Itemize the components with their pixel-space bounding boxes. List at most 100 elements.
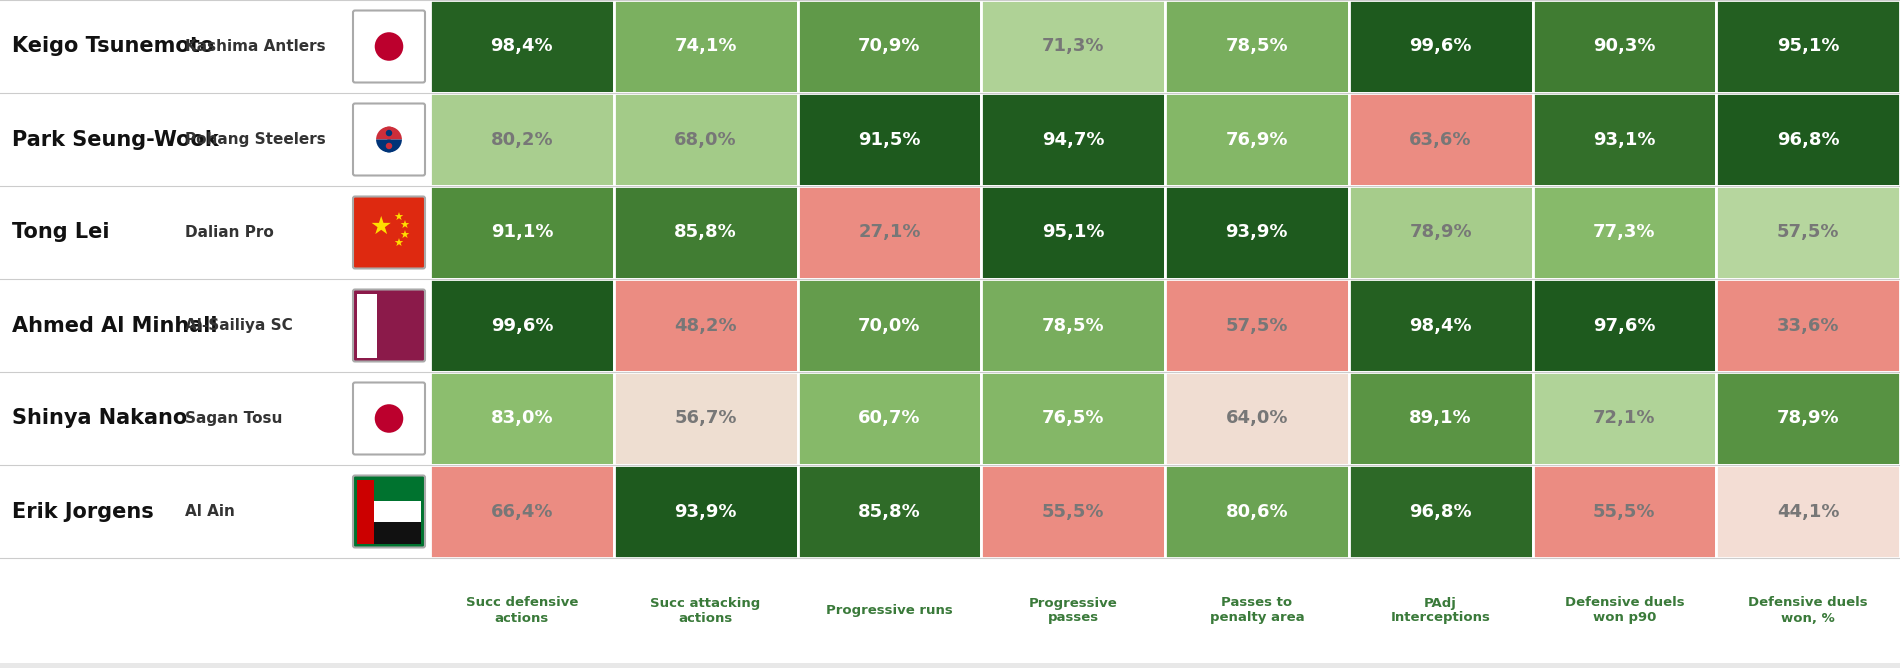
Text: 93,1%: 93,1% [1592, 130, 1655, 148]
FancyBboxPatch shape [353, 289, 426, 361]
Text: 27,1%: 27,1% [859, 224, 922, 242]
Text: Ahmed Al Minhali: Ahmed Al Minhali [11, 315, 217, 335]
Text: 78,9%: 78,9% [1410, 224, 1472, 242]
Text: 71,3%: 71,3% [1041, 37, 1104, 55]
Text: Keigo Tsunemoto: Keigo Tsunemoto [11, 37, 215, 57]
Bar [1533, 93, 1716, 186]
Text: 48,2%: 48,2% [674, 317, 737, 335]
Text: Park Seung-Wook: Park Seung-Wook [11, 130, 218, 150]
Text: 96,8%: 96,8% [1776, 130, 1839, 148]
Text: Al-Sailiya SC: Al-Sailiya SC [184, 318, 293, 333]
Text: 70,0%: 70,0% [859, 317, 922, 335]
Bar [614, 279, 798, 372]
Circle shape [382, 140, 395, 152]
Bar [374, 522, 422, 544]
Text: 98,4%: 98,4% [490, 37, 553, 55]
Bar [614, 0, 798, 93]
Bar [980, 0, 1165, 93]
Text: 74,1%: 74,1% [674, 37, 737, 55]
Text: Progressive runs: Progressive runs [826, 604, 952, 617]
Bar [1165, 0, 1349, 93]
Text: 90,3%: 90,3% [1592, 37, 1655, 55]
Text: 95,1%: 95,1% [1776, 37, 1839, 55]
Bar [429, 372, 614, 465]
Wedge shape [376, 126, 403, 140]
Bar [357, 293, 378, 357]
Bar [798, 0, 980, 93]
Bar [1165, 279, 1349, 372]
Bar [614, 465, 798, 558]
Bar [1533, 465, 1716, 558]
Text: 60,7%: 60,7% [859, 409, 922, 428]
Text: 78,9%: 78,9% [1776, 409, 1839, 428]
Bar [0, 279, 1900, 372]
Text: Tong Lei: Tong Lei [11, 222, 110, 242]
Circle shape [382, 126, 395, 140]
FancyBboxPatch shape [353, 196, 426, 269]
Bar [1349, 93, 1533, 186]
Bar [798, 279, 980, 372]
Text: Pohang Steelers: Pohang Steelers [184, 132, 325, 147]
Bar [1165, 93, 1349, 186]
Circle shape [374, 32, 403, 61]
Bar [980, 93, 1165, 186]
Text: 94,7%: 94,7% [1041, 130, 1104, 148]
Text: 98,4%: 98,4% [1410, 317, 1472, 335]
Text: Defensive duels
won, %: Defensive duels won, % [1748, 597, 1868, 625]
Text: 57,5%: 57,5% [1776, 224, 1839, 242]
Text: 91,5%: 91,5% [859, 130, 922, 148]
Bar [1716, 93, 1900, 186]
Bar [1349, 372, 1533, 465]
Bar [614, 93, 798, 186]
Bar [798, 372, 980, 465]
Text: 80,6%: 80,6% [1226, 502, 1288, 520]
Bar [357, 480, 374, 544]
Text: Kashima Antlers: Kashima Antlers [184, 39, 325, 54]
Text: ★: ★ [399, 231, 408, 241]
Bar [614, 372, 798, 465]
Text: Dalian Pro: Dalian Pro [184, 225, 274, 240]
Bar [1349, 0, 1533, 93]
Text: 64,0%: 64,0% [1226, 409, 1288, 428]
Wedge shape [376, 140, 403, 152]
Text: 91,1%: 91,1% [490, 224, 553, 242]
Text: 95,1%: 95,1% [1041, 224, 1104, 242]
FancyBboxPatch shape [353, 104, 426, 176]
Text: 80,2%: 80,2% [490, 130, 553, 148]
Text: 76,9%: 76,9% [1226, 130, 1288, 148]
Bar [1716, 279, 1900, 372]
Bar [1349, 186, 1533, 279]
Text: PAdj
Interceptions: PAdj Interceptions [1391, 597, 1492, 625]
Bar [980, 372, 1165, 465]
Bar [0, 465, 1900, 558]
Bar [429, 186, 614, 279]
Text: 72,1%: 72,1% [1592, 409, 1655, 428]
Bar [429, 93, 614, 186]
Text: 78,5%: 78,5% [1041, 317, 1104, 335]
FancyBboxPatch shape [353, 383, 426, 454]
Bar [798, 93, 980, 186]
Text: ★: ★ [393, 212, 403, 222]
Text: 68,0%: 68,0% [674, 130, 737, 148]
Bar [1533, 279, 1716, 372]
Bar [1716, 186, 1900, 279]
Text: Passes to
penalty area: Passes to penalty area [1210, 597, 1303, 625]
Text: ★: ★ [370, 215, 391, 239]
Bar [374, 501, 422, 522]
Text: 97,6%: 97,6% [1592, 317, 1655, 335]
Text: Defensive duels
won p90: Defensive duels won p90 [1564, 597, 1683, 625]
Bar [798, 186, 980, 279]
Text: 55,5%: 55,5% [1592, 502, 1655, 520]
Circle shape [386, 143, 391, 149]
Bar [1533, 0, 1716, 93]
Text: Erik Jorgens: Erik Jorgens [11, 502, 154, 522]
Bar [980, 465, 1165, 558]
Text: ★: ★ [393, 239, 403, 249]
Text: 33,6%: 33,6% [1776, 317, 1839, 335]
Text: 56,7%: 56,7% [674, 409, 737, 428]
Text: 93,9%: 93,9% [674, 502, 737, 520]
Text: Succ attacking
actions: Succ attacking actions [650, 597, 760, 625]
Bar [1349, 465, 1533, 558]
Text: 55,5%: 55,5% [1041, 502, 1104, 520]
Bar [0, 558, 1900, 663]
